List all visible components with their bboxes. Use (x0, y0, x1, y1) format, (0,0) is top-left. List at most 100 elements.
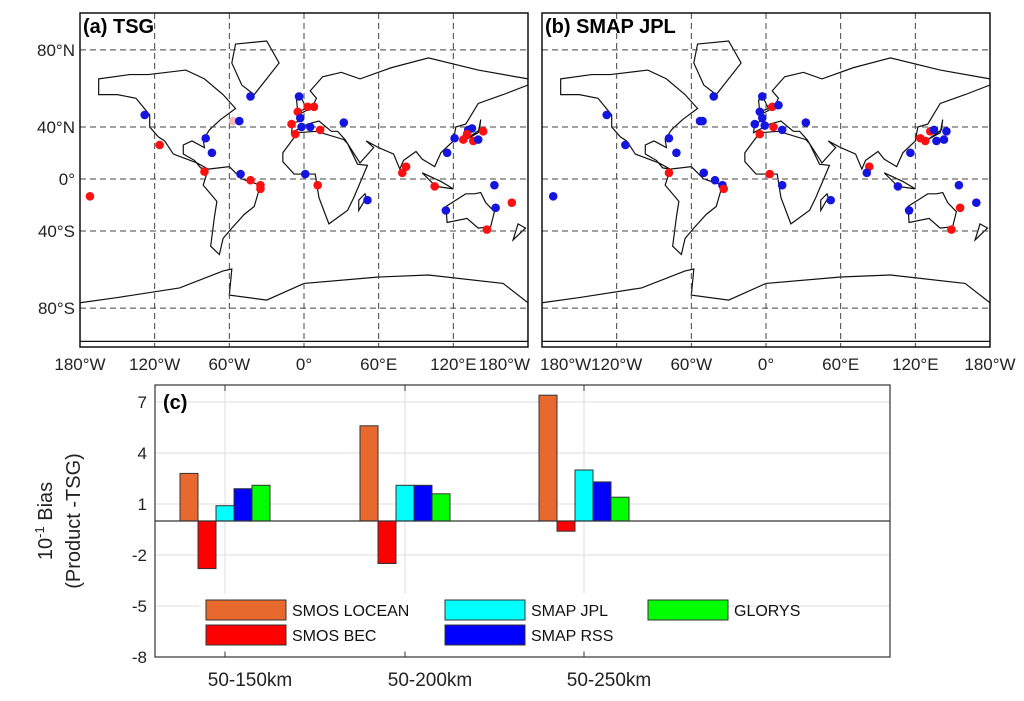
bar-smap-rss (413, 484, 433, 522)
station-point-red (309, 102, 319, 112)
station-point-blue (774, 100, 783, 110)
station-point-red (398, 168, 407, 178)
station-point-blue (441, 206, 451, 215)
lat-tick-label: 40°S (38, 222, 75, 241)
station-point-blue (490, 180, 499, 190)
coastline (752, 57, 990, 171)
station-point-blue (757, 92, 767, 101)
station-point-red (719, 184, 728, 194)
station-point-blue (826, 195, 836, 205)
category-label: 50-150km (208, 670, 293, 691)
station-point-red (290, 129, 300, 139)
station-point-blue (972, 198, 981, 207)
axes-frame (154, 384, 891, 658)
station-point-blue (363, 195, 372, 205)
station-point-blue (140, 110, 150, 120)
station-point-red (287, 119, 296, 129)
station-point-red (765, 169, 775, 179)
station-point-blue (207, 148, 217, 158)
coastline (927, 119, 944, 141)
station-point-blue (548, 192, 558, 201)
lat-tick-label: 80°N (37, 41, 75, 60)
station-point-blue (801, 118, 811, 127)
ylabel-rest: Bias (35, 482, 57, 526)
y-tick-label: -2 (132, 546, 147, 565)
station-point-red (155, 140, 164, 150)
legend-swatch (444, 599, 526, 621)
station-point-red (313, 180, 322, 190)
station-point-red (315, 125, 325, 135)
station-point-blue (760, 121, 770, 130)
station-point-blue (602, 110, 612, 120)
bar-glorys (610, 496, 630, 522)
y-tick-label: -8 (132, 648, 147, 667)
legend-swatch (205, 624, 287, 646)
station-point-blue (297, 122, 306, 132)
station-point-red (507, 198, 517, 207)
coastline (511, 223, 527, 242)
lon-tick-label: 180°W (479, 355, 530, 374)
legend-label: SMAP RSS (531, 628, 613, 645)
station-point-blue (954, 180, 964, 190)
coastline (973, 223, 989, 242)
bar-smap-jpl (574, 469, 594, 522)
station-point-blue (305, 122, 315, 132)
y-axis-label-line2: (Product -TSG) (63, 453, 85, 589)
station-point-blue (491, 203, 500, 213)
bar-glorys (251, 484, 271, 522)
lat-tick-label: 0° (59, 170, 75, 189)
lon-tick-label: 120°W (591, 355, 642, 374)
y-tick-label: -5 (132, 597, 147, 616)
station-point-blue (699, 168, 709, 178)
station-point-blue (698, 116, 707, 126)
map-frame (79, 12, 529, 348)
station-point-blue (467, 124, 477, 133)
station-point-blue (750, 119, 760, 129)
station-point-red (200, 167, 209, 176)
station-point-red (401, 162, 411, 171)
coastline (693, 40, 742, 96)
station-point-blue (339, 118, 349, 127)
lat-tick-label: 80°S (38, 299, 75, 318)
coastline (907, 191, 958, 229)
legend-swatch (444, 624, 526, 646)
legend-swatch (647, 599, 729, 621)
station-point-red (920, 136, 930, 146)
y-tick-label: 4 (138, 444, 147, 463)
map-content (80, 13, 528, 347)
station-point-blue (709, 92, 719, 101)
lon-tick-label: 120°E (892, 355, 939, 374)
station-point-blue (234, 116, 244, 126)
lon-tick-label: 60°W (670, 355, 712, 374)
lon-tick-label: 180°W (964, 355, 1015, 374)
coastline (560, 69, 699, 170)
station-point-red (256, 184, 265, 194)
map-content (542, 13, 990, 347)
station-point-blue (893, 182, 903, 191)
station-point-blue (672, 148, 681, 158)
lon-tick-label: 180°W (54, 355, 105, 374)
lon-tick-label: 180°W (540, 355, 591, 374)
station-point-blue (929, 125, 939, 135)
coastline (820, 192, 829, 213)
ylabel-base: 10 (35, 538, 57, 560)
legend-label: SMOS BEC (292, 628, 376, 645)
lon-tick-label: 60°E (360, 355, 397, 374)
lon-tick-label: 0° (758, 355, 774, 374)
map-frame (541, 12, 991, 348)
station-point-blue (777, 125, 787, 135)
station-point-blue (939, 135, 949, 144)
legend-label: GLORYS (734, 603, 800, 620)
station-point-blue (942, 127, 951, 136)
bar-smap-jpl (215, 505, 235, 522)
station-point-blue (664, 133, 674, 143)
station-point-blue (300, 169, 310, 179)
legend-label: SMAP JPL (531, 603, 608, 620)
station-point-red (303, 102, 313, 112)
lon-tick-label: 120°E (430, 355, 477, 374)
station-point-blue (757, 113, 767, 123)
y-tick-label: 1 (138, 495, 147, 514)
lat-tick-label: 40°N (37, 118, 75, 137)
